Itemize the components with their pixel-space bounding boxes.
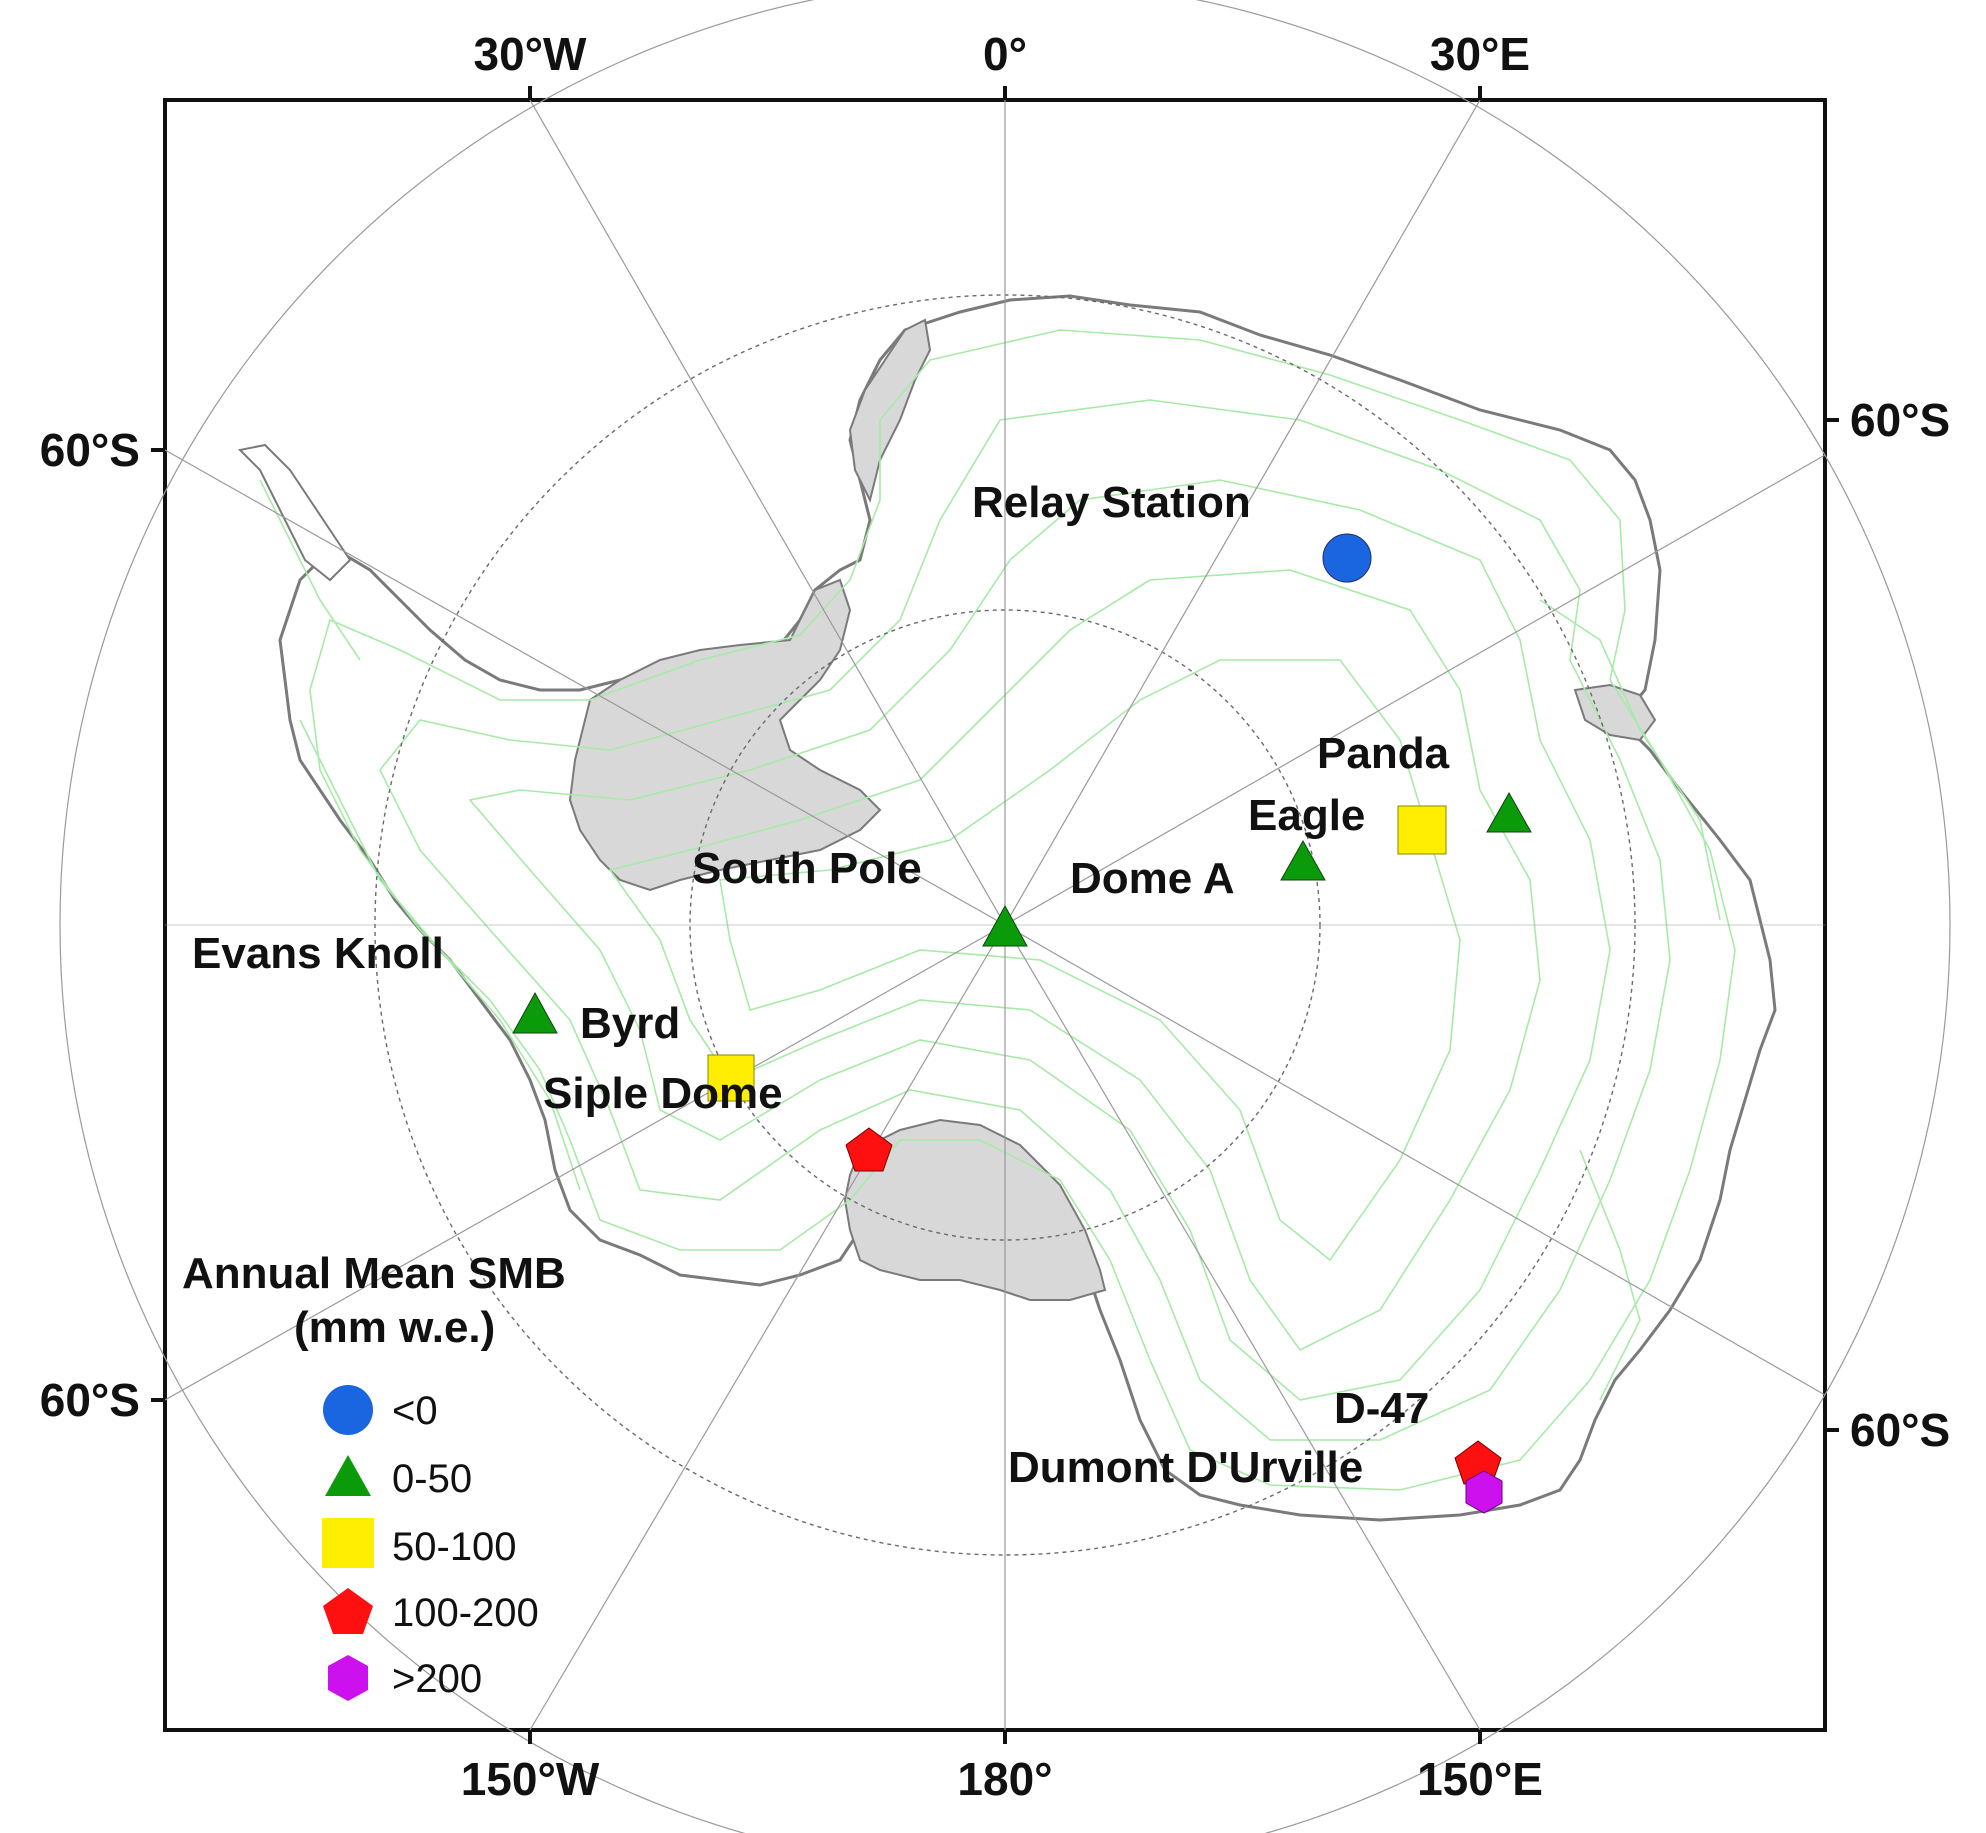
legend-hexagon-icon [328,1655,368,1701]
dome-a-label: Dome A [1070,854,1235,903]
map-content [59,0,1951,1833]
south-pole-marker [982,904,1028,947]
dumont-durville-marker [1465,1470,1503,1514]
bottom-label-180: 180° [957,1753,1052,1805]
tick-marks [151,86,1839,1744]
left-label-lower: 60°S [40,1374,140,1426]
peninsula [237,443,352,582]
legend-triangle-icon [325,1455,371,1496]
ross-ice-shelf [843,1118,1107,1301]
top-label-30e: 30°E [1430,28,1530,80]
dumont-durville-label: Dumont D'Urville [1008,1443,1363,1492]
station-markers [512,533,1532,1514]
south-pole-label: South Pole [692,844,922,893]
dome-a-marker [1280,839,1326,881]
eagle-label: Eagle [1248,791,1365,840]
byrd-label: Byrd [580,999,680,1048]
legend-pentagon-icon [323,1588,373,1634]
byrd-marker [707,1054,755,1102]
legend-label-50-100: 50-100 [392,1525,517,1569]
weddell-ice-shelf [568,578,882,892]
siple-dome-label: Siple Dome [543,1069,783,1118]
relay-station-label: Relay Station [972,478,1251,527]
panda-label: Panda [1317,729,1450,778]
panda-marker [1486,791,1532,833]
legend: Annual Mean SMB (mm w.e.) <0 0-50 50-100… [182,1249,566,1701]
right-label-upper: 60°S [1850,394,1950,446]
bottom-label-150w: 150°W [461,1753,600,1805]
legend-label-lt0: <0 [392,1389,438,1433]
siple-dome-marker [845,1127,893,1172]
legend-square-icon [322,1518,374,1568]
left-label-upper: 60°S [40,424,140,476]
legend-circle-icon [323,1385,373,1435]
right-label-lower: 60°S [1850,1404,1950,1456]
legend-title-line1: Annual Mean SMB [182,1249,566,1298]
legend-title-line2: (mm w.e.) [294,1303,495,1352]
evans-knoll-marker [512,991,558,1034]
station-labels: Relay Station Panda Eagle Dome A South P… [192,478,1450,1492]
legend-label-100-200: 100-200 [392,1591,539,1635]
top-label-0: 0° [983,28,1027,80]
legend-label-gt200: >200 [392,1657,482,1701]
legend-label-0-50: 0-50 [392,1457,472,1501]
d47-label: D-47 [1334,1384,1429,1433]
eagle-marker [1397,805,1447,855]
evans-knoll-label: Evans Knoll [192,929,444,978]
bottom-label-150e: 150°E [1417,1753,1543,1805]
graticule [59,0,1951,1833]
relay-station-marker [1322,533,1372,583]
top-label-30w: 30°W [474,28,588,80]
